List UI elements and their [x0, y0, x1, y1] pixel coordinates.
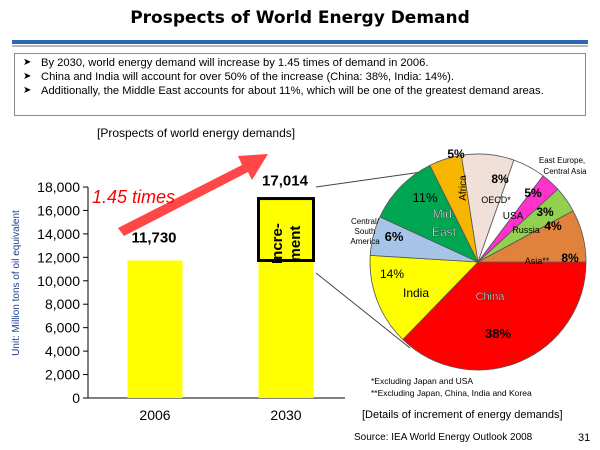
y-tick-label: 6,000 — [45, 320, 80, 336]
pie-slice-india — [369, 254, 479, 341]
y-tick-label: 16,000 — [37, 202, 80, 218]
pie-label: OECD* — [481, 195, 511, 205]
x-tick-label: 2030 — [270, 407, 301, 423]
pie-label: USA — [503, 211, 524, 222]
footnote: *Excluding Japan and USA — [371, 376, 473, 386]
arrow-right-icon: ➤ — [23, 71, 32, 82]
pie-label: Central/ — [351, 217, 380, 226]
y-tick-label: 8,000 — [45, 296, 80, 312]
growth-annotation: 1.45 times — [92, 187, 175, 207]
pie-label: Asia** — [525, 256, 550, 266]
bar-data-label: 17,014 — [262, 173, 309, 190]
pie-label: Mid. — [433, 207, 456, 221]
x-tick-label: 2006 — [139, 407, 170, 423]
increment-label: Incre- — [269, 223, 286, 264]
pie-label: East Europe, — [539, 156, 585, 165]
pie-chart-title: [Details of increment of energy demands] — [362, 409, 563, 421]
increment-label: ment — [287, 226, 304, 262]
pie-pct: 5% — [447, 147, 465, 161]
y-tick-label: 2,000 — [45, 367, 80, 383]
pie-pct: 14% — [380, 267, 404, 281]
bar-2030-increment — [257, 197, 315, 262]
y-tick-label: 4,000 — [45, 343, 80, 359]
bullet-box: ➤ By 2030, world energy demand will incre… — [14, 53, 586, 116]
pie-slice-mid-east — [379, 164, 479, 263]
pie-pct: 11% — [412, 190, 437, 205]
pie-label: Russia — [512, 225, 540, 235]
pie-label: India — [403, 286, 429, 300]
bar-2006 — [127, 260, 183, 398]
pie-pct: 3% — [536, 205, 554, 219]
y-tick-label: 12,000 — [37, 249, 80, 265]
pie-slice-asia- — [477, 210, 587, 263]
y-axis-label: Unit: Million tons of oil equivalent — [11, 210, 22, 356]
source-note: Source: IEA World Energy Outlook 2008 — [354, 432, 533, 443]
page-number: 31 — [578, 432, 591, 444]
pie-label: South — [355, 227, 376, 236]
bar-data-label: 11,730 — [131, 229, 176, 246]
pie-pct: 38% — [485, 326, 511, 341]
arrow-right-icon: ➤ — [23, 57, 32, 68]
pie-pct: 8% — [561, 251, 579, 265]
bullet-item: ➤ By 2030, world energy demand will incre… — [23, 57, 429, 69]
pie-label: America — [350, 237, 380, 246]
y-tick-label: 0 — [72, 390, 80, 406]
pie-pct: 5% — [524, 186, 542, 200]
pie-label: China — [476, 291, 506, 303]
y-tick-label: 10,000 — [37, 273, 80, 289]
slide-title: Prospects of World Energy Demand — [130, 8, 470, 28]
bar-chart-title: [Prospects of world energy demands] — [97, 126, 296, 140]
bullet-item: ➤ Additionally, the Middle East accounts … — [23, 85, 544, 97]
pie-slice-china — [402, 261, 587, 371]
title-rule-shadow — [12, 45, 588, 47]
pie-label: East — [432, 225, 457, 239]
pie-pct: 6% — [385, 229, 404, 244]
pie-pct: 4% — [544, 219, 562, 233]
y-tick-label: 14,000 — [37, 226, 80, 242]
title-rule — [12, 40, 588, 44]
bullet-item: ➤ China and India will account for over 5… — [23, 71, 454, 83]
arrow-right-icon: ➤ — [23, 85, 32, 96]
pie-label: Central Asia — [543, 167, 587, 176]
pie-pct: 8% — [491, 172, 509, 186]
bar-2030-base — [258, 260, 314, 398]
connector-line — [315, 272, 411, 349]
pie-label: Africa — [458, 175, 469, 201]
footnote: **Excluding Japan, China, India and Kore… — [371, 388, 532, 398]
growth-arrow — [118, 154, 268, 236]
y-tick-label: 18,000 — [37, 179, 80, 195]
